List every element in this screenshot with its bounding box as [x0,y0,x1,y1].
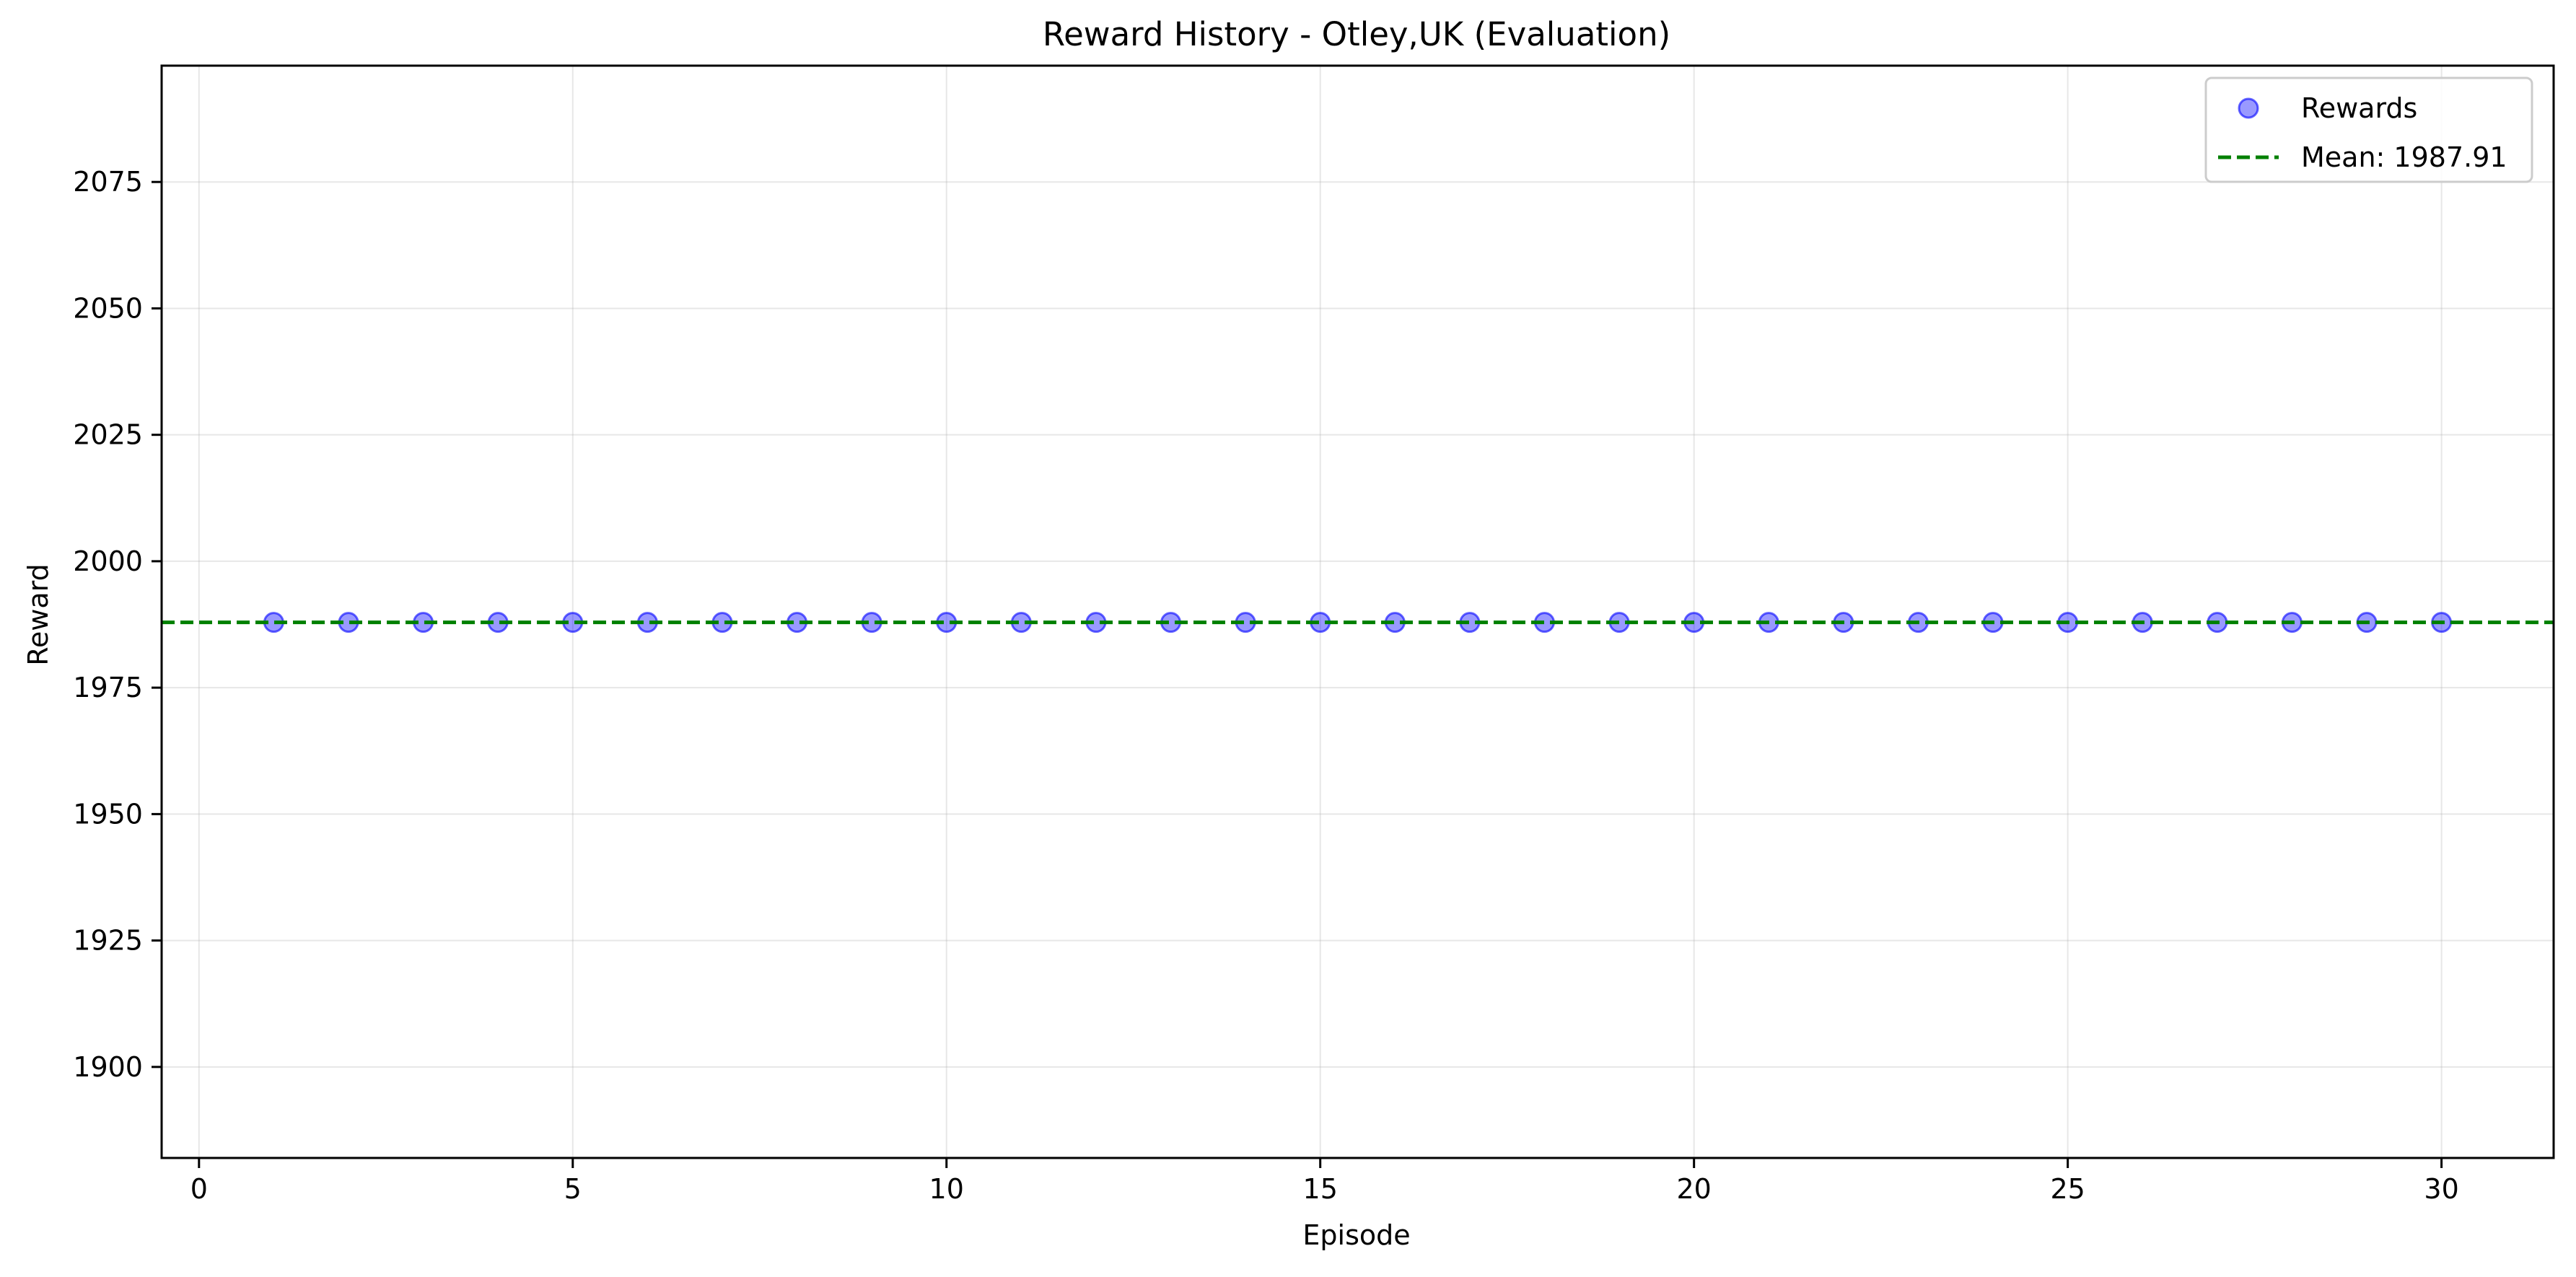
y-tick-label: 1975 [73,672,143,703]
x-tick-label: 30 [2424,1173,2458,1205]
y-axis-ticks: 1900 1925 1950 1975 2000 2025 2050 2075 [73,166,162,1083]
legend-box [2204,76,2533,183]
x-tick-label: 20 [1676,1173,1711,1205]
plot-area-frame [160,64,2555,1159]
y-axis-label: Reward [22,563,54,666]
x-tick-label: 5 [564,1173,582,1205]
legend-rewards-marker [2238,97,2259,119]
y-tick-label: 1925 [73,925,143,957]
x-tick-label: 0 [190,1173,208,1205]
y-tick-label: 2050 [73,292,143,324]
legend: Rewards Mean: 1987.91 [2204,76,2533,183]
x-axis-ticks: 0 5 10 15 20 25 30 [190,1158,2459,1205]
y-tick-label: 1900 [73,1051,143,1083]
y-tick-label: 1950 [73,798,143,830]
chart-title: Reward History - Otley,UK (Evaluation) [1043,15,1670,53]
y-tick-label: 2075 [73,166,143,198]
legend-mean-label: Mean: 1987.91 [2301,141,2507,173]
x-tick-label: 15 [1303,1173,1338,1205]
x-tick-label: 25 [2050,1173,2085,1205]
y-tick-label: 2000 [73,545,143,577]
x-tick-label: 10 [929,1173,964,1205]
legend-rewards-label: Rewards [2301,92,2417,124]
x-axis-label: Episode [1302,1219,1410,1251]
y-tick-label: 2025 [73,419,143,451]
grid [162,66,2554,1158]
